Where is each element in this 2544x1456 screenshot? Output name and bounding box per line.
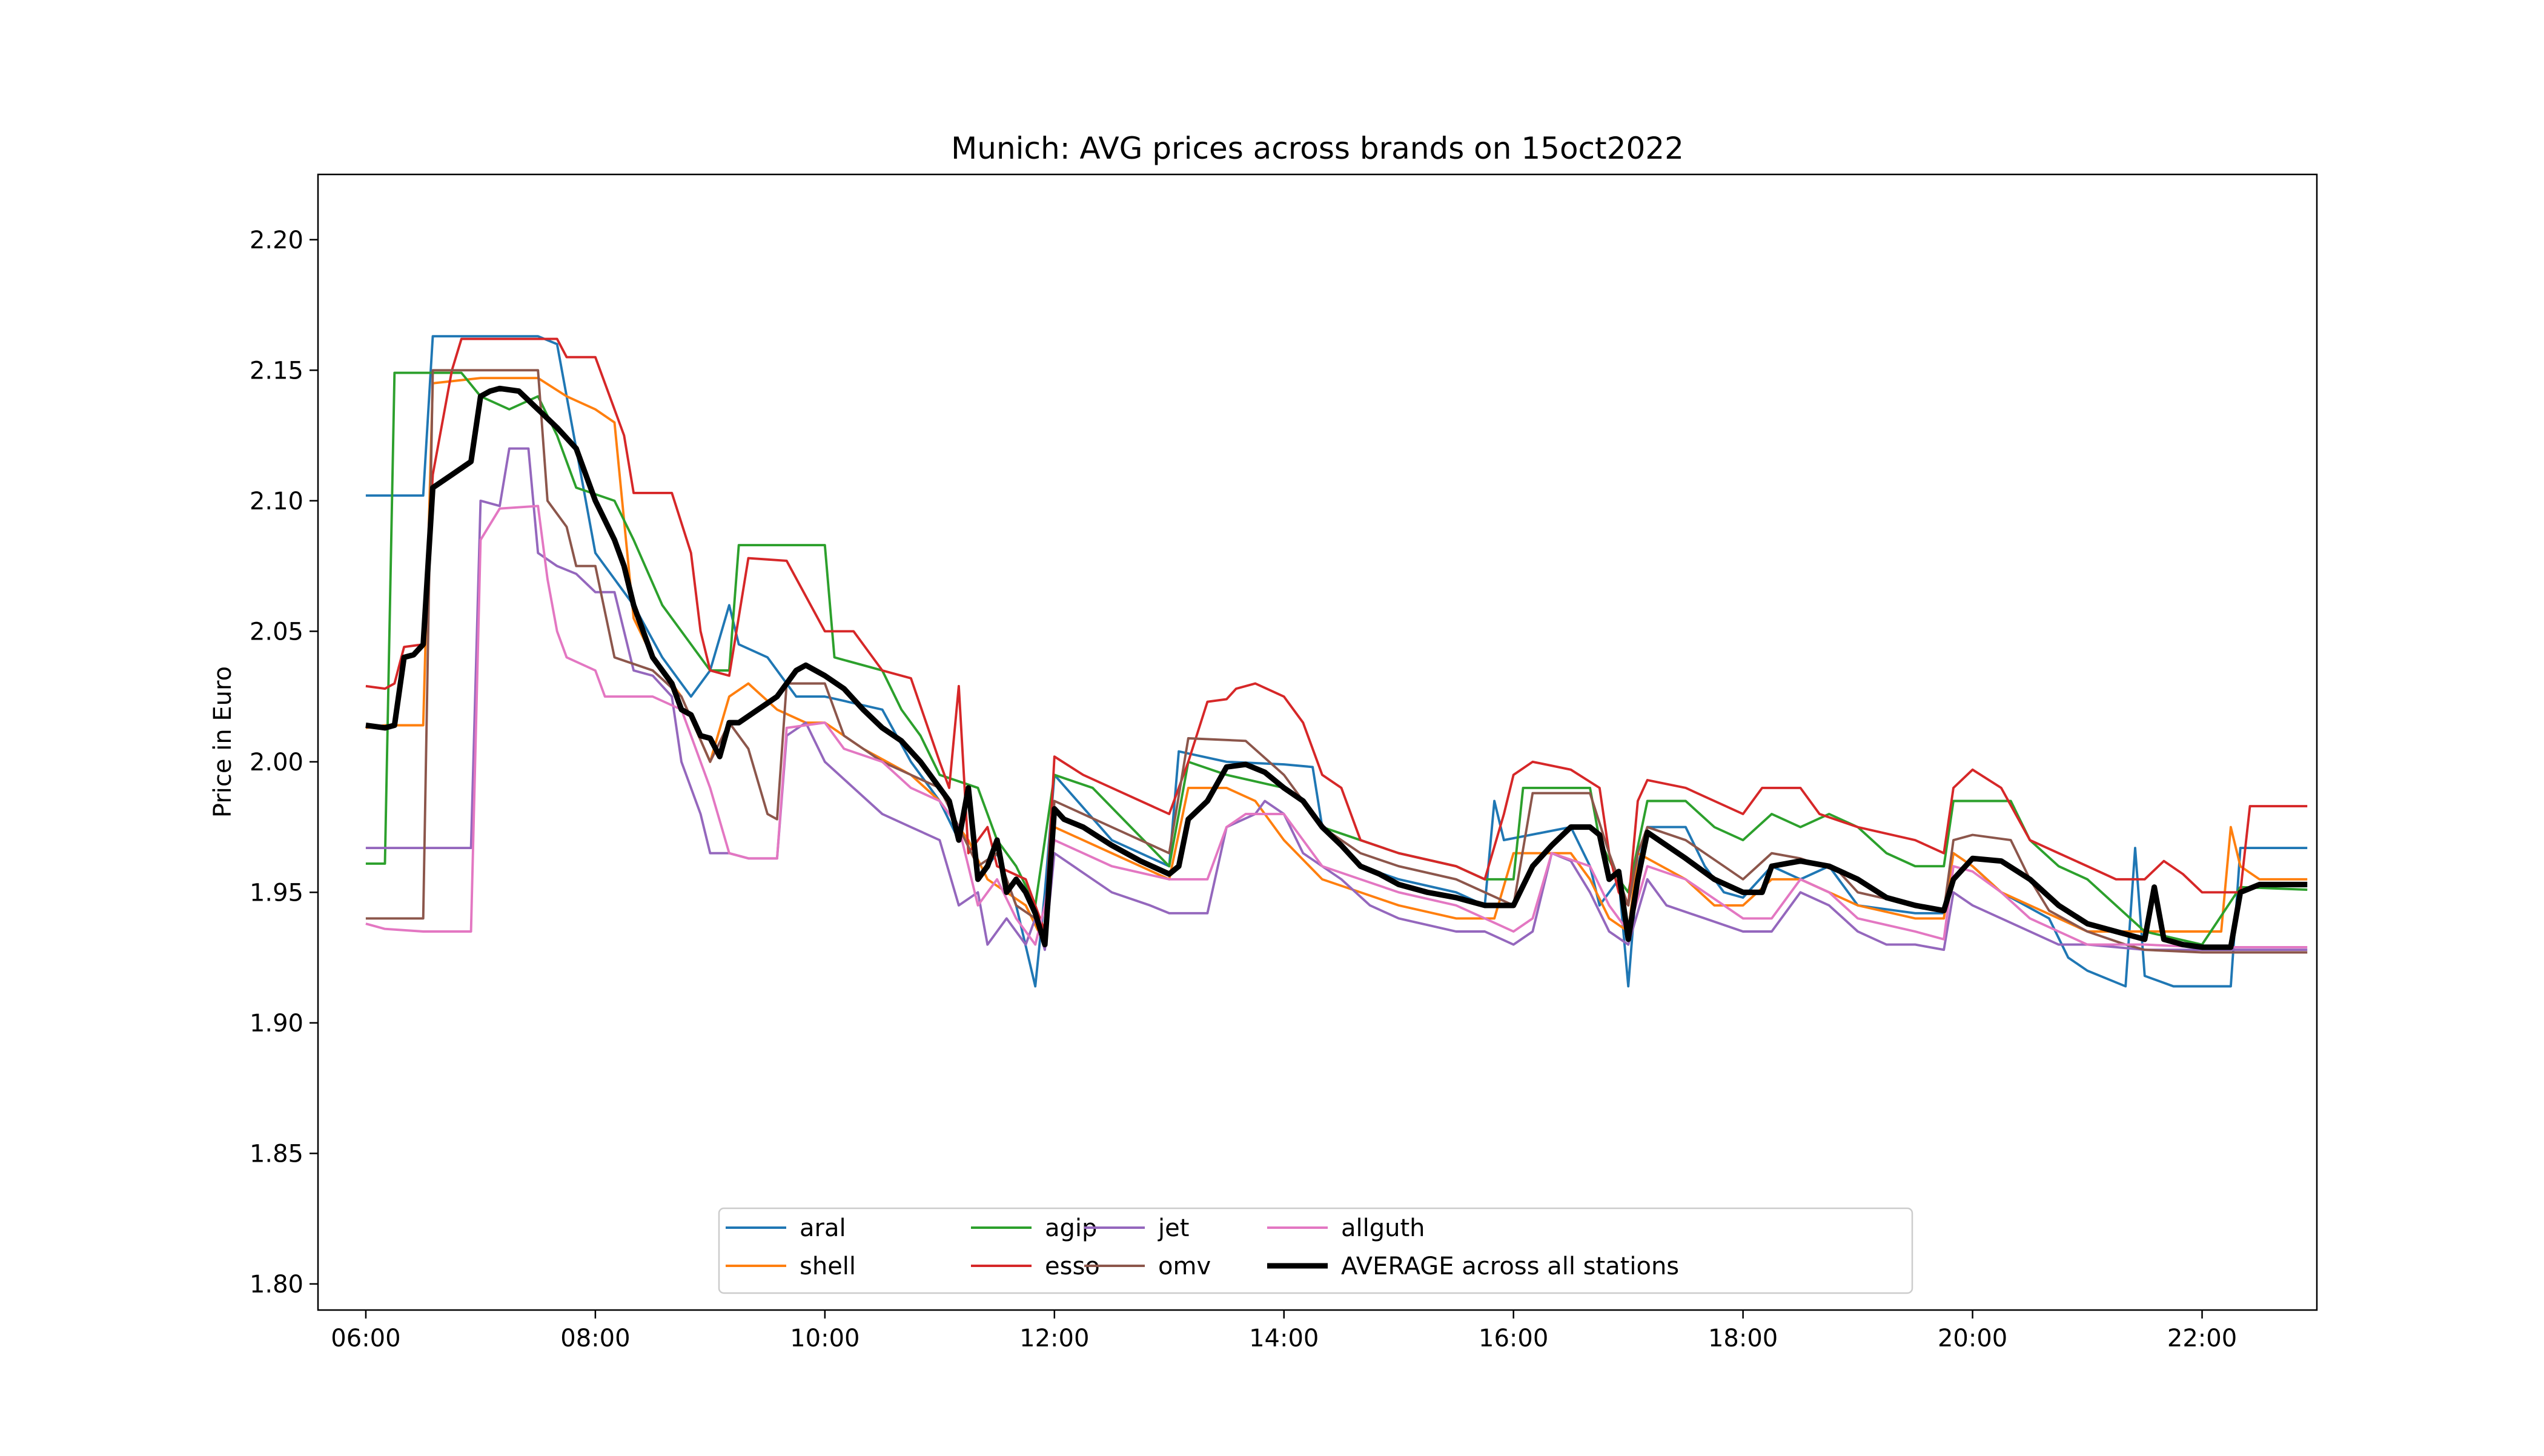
plot-frame (317, 173, 2318, 1311)
legend-label-shell: shell (800, 1252, 856, 1280)
y-tick-label: 2.05 (250, 618, 303, 646)
series-line-esso (365, 337, 2308, 933)
chart-title: Munich: AVG prices across brands on 15oc… (951, 131, 1684, 166)
legend-box (718, 1207, 1913, 1294)
series-line-allguth (365, 505, 2308, 948)
y-tick-label: 1.95 (250, 879, 303, 907)
legend-label-omv: omv (1158, 1252, 1211, 1280)
legend-label-allguth: allguth (1341, 1214, 1425, 1242)
y-tick-label: 1.85 (250, 1140, 303, 1168)
y-tick-label: 2.15 (250, 357, 303, 385)
x-tick-label: 08:00 (560, 1325, 630, 1352)
legend-label-jet: jet (1158, 1214, 1189, 1242)
x-tick-label: 18:00 (1708, 1325, 1778, 1352)
legend-label-average-across-all-stations: AVERAGE across all stations (1341, 1252, 1679, 1280)
y-tick-label: 2.00 (250, 749, 303, 776)
x-tick-label: 22:00 (2167, 1325, 2237, 1352)
x-tick-label: 16:00 (1479, 1325, 1548, 1352)
legend-label-aral: aral (800, 1214, 846, 1242)
x-tick-label: 12:00 (1019, 1325, 1089, 1352)
x-axis-ticks: 06:00 08:00 10:00 12:00 14:00 16:00 18:00 20:00… (331, 1310, 2237, 1352)
series-line-jet (365, 447, 2308, 951)
series-layer (365, 335, 2308, 988)
y-tick-label: 1.80 (250, 1271, 303, 1299)
y-axis-ticks: 1.80 1.85 1.90 1.95 2.00 2.05 2.10 2.15 2.20 (250, 227, 318, 1299)
x-tick-label: 14:00 (1249, 1325, 1319, 1352)
x-tick-label: 06:00 (331, 1325, 400, 1352)
y-tick-label: 2.10 (250, 488, 303, 515)
y-axis-label: Price in Euro (209, 666, 237, 818)
y-tick-label: 1.90 (250, 1010, 303, 1037)
series-line-average-across-all-stations (365, 385, 2308, 950)
y-tick-label: 2.20 (250, 227, 303, 254)
x-tick-label: 10:00 (790, 1325, 860, 1352)
x-tick-label: 20:00 (1938, 1325, 2007, 1352)
